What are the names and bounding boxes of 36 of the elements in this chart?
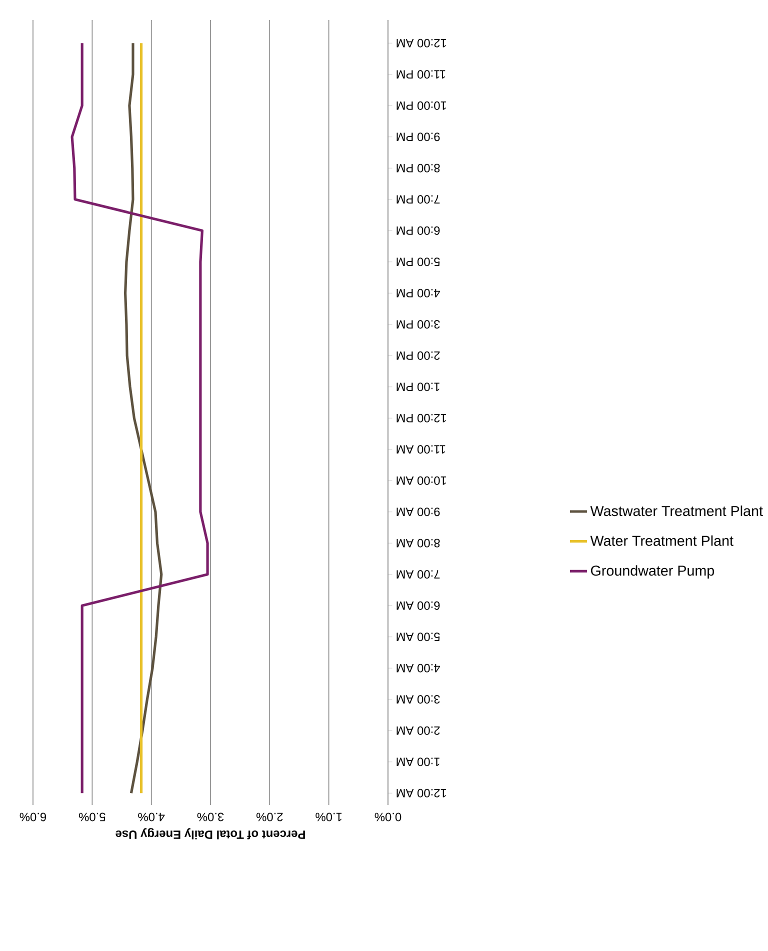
- x-axis-title: Percent of Total Daily Energy Use: [116, 828, 305, 840]
- y-tick-label: 11:00 AM: [396, 445, 446, 454]
- y-tick-label: 12:00 AM: [396, 38, 446, 48]
- x-tick-label: 6.0%: [20, 812, 46, 822]
- y-tick-label: 9:00 AM: [396, 508, 440, 516]
- y-tick-label: 10:00 AM: [396, 476, 446, 485]
- y-tick-label: 5:00 PM: [396, 258, 440, 266]
- legend-label: Groundwater Pump: [590, 565, 714, 579]
- y-tick-label: 4:00 AM: [396, 664, 440, 672]
- x-tick-label: 2.0%: [256, 812, 283, 822]
- y-tick-label: 8:00 AM: [396, 538, 440, 548]
- legend-label: Water Treatment Plant: [590, 535, 734, 546]
- x-tick-label: 4.0%: [138, 812, 165, 822]
- y-tick-label: 12:00 PM: [396, 414, 446, 422]
- y-tick-label: 7:00 PM: [396, 195, 440, 204]
- y-tick-label: 1:00 AM: [396, 758, 440, 766]
- y-tick-label: 1:00 PM: [396, 382, 440, 392]
- x-tick-label: 3.0%: [197, 812, 224, 822]
- y-tick-label: 11:00 PM: [396, 70, 446, 79]
- x-tick-label: 0.0%: [374, 812, 402, 822]
- y-tick-label: 2:00 PM: [396, 351, 440, 360]
- y-tick-label: 10:00 PM: [396, 101, 446, 110]
- y-tick-label: 5:00 AM: [396, 632, 440, 642]
- y-tick-label: 3:00 PM: [396, 320, 440, 329]
- y-tick-label: 4:00 PM: [396, 288, 440, 298]
- y-tick-label: 2:00 AM: [396, 726, 440, 735]
- x-tick-label: 1.0%: [316, 812, 342, 822]
- y-tick-label: 9:00 PM: [396, 132, 440, 142]
- y-tick-label: 12:00 AM: [396, 788, 446, 798]
- y-tick-label: 3:00 AM: [396, 695, 440, 704]
- y-tick-label: 6:00 AM: [396, 601, 440, 610]
- x-tick-label: 5.0%: [78, 812, 106, 822]
- y-tick-label: 8:00 PM: [396, 164, 440, 172]
- legend-label: Wastwater Treatment Plant: [590, 506, 763, 516]
- y-tick-label: 6:00 PM: [396, 226, 440, 235]
- y-tick-label: 7:00 AM: [396, 570, 440, 579]
